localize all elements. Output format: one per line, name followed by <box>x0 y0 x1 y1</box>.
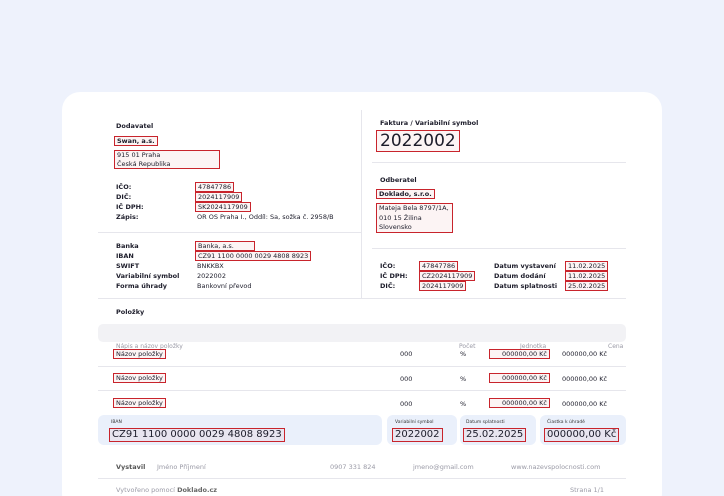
variable-symbol-value: 2022002 <box>197 272 226 280</box>
col-unit-header: Jednotka <box>520 343 547 350</box>
issue-date-label: Datum vystavení <box>494 262 556 270</box>
supplier-dic: 2024117909 <box>195 192 243 202</box>
divider <box>372 248 626 249</box>
supplier-address-line1: 915 01 Praha <box>117 151 161 159</box>
customer-dic: 2024117909 <box>419 281 467 291</box>
supplier-icdph: SK2024117909 <box>195 202 251 212</box>
supplier-dic-label: DIČ: <box>116 193 132 201</box>
item-name: Názov položky <box>113 373 166 383</box>
supplier-zapis: OR OS Praha I., Oddíl: Sa, sožka č. 2958… <box>197 213 334 221</box>
item-count: 000 <box>400 375 413 383</box>
summary-due: 25.02.2025 <box>463 428 527 442</box>
summary-amount: 000000,00 Kč <box>544 428 620 442</box>
bank-label: Banka <box>116 242 139 250</box>
invoice-number: 2022002 <box>376 130 460 152</box>
customer-ico: 47847786 <box>419 261 459 271</box>
supplier-address-line2: Česká Republika <box>117 160 171 168</box>
customer-name: Doklado, s.r.o. <box>376 189 435 199</box>
col-name-header: Nápis a názov položky <box>116 343 183 350</box>
customer-heading: Odberatel <box>380 176 417 184</box>
bank-name: Banka, a.s. <box>195 241 255 251</box>
swift-value: BNKKBX <box>197 262 224 270</box>
supplier-ico-label: IČO: <box>116 183 132 191</box>
summary-amount-label: Čiastka k úhradě <box>547 420 585 425</box>
item-name: Názov položky <box>113 349 166 359</box>
summary-iban: CZ91 1100 0000 0029 4808 8923 <box>109 428 285 442</box>
delivery-date-label: Datum dodání <box>494 272 546 280</box>
customer-icdph: CZ2024117909 <box>419 271 476 281</box>
customer-dic-label: DIČ: <box>380 282 396 290</box>
supplier-name: Swan, a.s. <box>114 136 158 146</box>
supplier-heading: Dodavatel <box>116 122 154 130</box>
company-website[interactable]: www.nazevspolocnosti.com <box>511 463 601 471</box>
created-with: Vytvořeno pomocí Doklado.cz <box>116 486 217 494</box>
item-unit-price: 000000,00 Kč <box>489 398 550 408</box>
divider <box>98 298 626 299</box>
item-unit-price: 000000,00 Kč <box>489 373 550 383</box>
created-with-prefix: Vytvořeno pomocí <box>116 486 175 494</box>
customer-icdph-label: IČ DPH: <box>380 272 408 280</box>
col-price-header: Cena <box>608 343 624 350</box>
supplier-address: 915 01 Praha Česká Republika <box>114 150 220 169</box>
footer-divider <box>98 478 626 479</box>
supplier-zapis-label: Zápis: <box>116 213 139 221</box>
issuer-name: Jméno Příjmení <box>157 463 206 471</box>
issue-date: 11.02.2025 <box>565 261 608 271</box>
divider <box>98 232 361 233</box>
due-date-label: Datum splatnosti <box>494 282 558 290</box>
customer-address-line2: 010 15 Žilina <box>379 213 422 222</box>
customer-ico-label: IČO: <box>380 262 396 270</box>
row-divider <box>98 390 626 391</box>
column-divider <box>361 110 362 298</box>
variable-symbol-label: Variabilní symbol <box>116 272 180 280</box>
iban-value: CZ91 1100 0000 0029 4808 8923 <box>195 251 312 261</box>
row-divider <box>98 366 626 367</box>
item-name: Názov položky <box>113 398 166 408</box>
summary-due-box <box>460 415 536 445</box>
payment-method-value: Bankovní převod <box>197 282 252 290</box>
item-unit: % <box>460 400 467 408</box>
col-count-header: Počet <box>459 343 476 350</box>
summary-vs-label: Variabilní symbol <box>395 420 434 425</box>
summary-amount-box <box>540 415 626 445</box>
created-with-brand[interactable]: Doklado.cz <box>177 486 218 494</box>
summary-due-label: Datum splatnosti <box>466 420 505 425</box>
item-count: 000 <box>400 400 413 408</box>
issuer-phone: 0907 331 824 <box>330 463 376 471</box>
items-table-header-bar <box>98 324 626 342</box>
payment-method-label: Forma úhrady <box>116 282 168 290</box>
summary-iban-box <box>98 415 382 445</box>
summary-vs-box <box>387 415 457 445</box>
supplier-icdph-label: IČ DPH: <box>116 203 144 211</box>
summary-iban-label: IBAN <box>111 420 122 425</box>
page-number: Strana 1/1 <box>570 486 604 494</box>
iban-label: IBAN <box>116 252 134 260</box>
issued-by-label: Vystavil <box>116 463 146 471</box>
customer-address-line3: Slovensko <box>379 223 412 231</box>
customer-address-line1: Mateja Bela 8797/1A, <box>379 204 449 212</box>
swift-label: SWIFT <box>116 262 140 270</box>
due-date: 25.02.2025 <box>565 281 608 291</box>
customer-address: Mateja Bela 8797/1A, 010 15 Žilina Slove… <box>376 203 453 233</box>
items-heading: Položky <box>116 308 145 316</box>
invoice-sheet: Dodavatel Swan, a.s. 915 01 Praha Česká … <box>62 92 662 496</box>
delivery-date: 11.02.2025 <box>565 271 608 281</box>
issuer-email: jmeno@gmail.com <box>413 463 474 471</box>
item-unit: % <box>460 350 467 358</box>
item-unit: % <box>460 375 467 383</box>
summary-vs: 2022002 <box>392 428 443 442</box>
item-count: 000 <box>400 350 413 358</box>
divider <box>372 162 626 163</box>
item-price: 000000,00 Kč <box>562 375 608 383</box>
invoice-heading: Faktura / Variabilní symbol <box>380 119 479 127</box>
item-price: 000000,00 Kč <box>562 400 608 408</box>
item-unit-price: 000000,00 Kč <box>489 349 550 359</box>
supplier-ico: 47847786 <box>195 182 235 192</box>
item-price: 000000,00 Kč <box>562 350 608 358</box>
